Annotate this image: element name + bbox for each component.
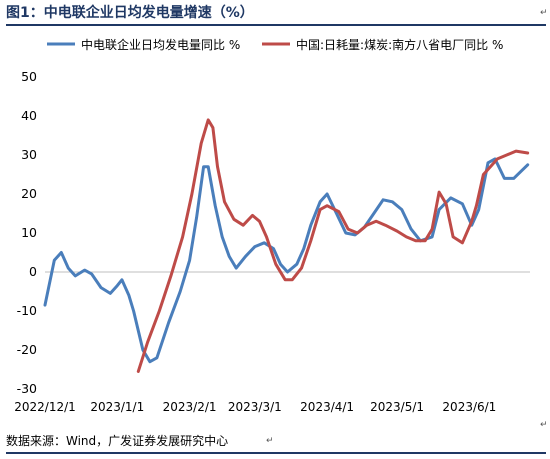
x-tick-label: 2023/5/1 [370, 400, 424, 414]
x-tick-label: 2023/2/1 [163, 400, 217, 414]
legend-label: 中国:日耗量:煤炭:南方八省电厂同比 % [296, 37, 503, 52]
paragraph-mark: ↵ [266, 436, 274, 446]
series-line-power-generation [43, 157, 530, 364]
legend-label: 中电联企业日均发电量同比 % [81, 37, 240, 52]
footer-divider [6, 452, 546, 454]
y-tick-label: -20 [17, 342, 37, 357]
chart-title: 图1：中电联企业日均发电量增速（%） [6, 5, 254, 21]
y-tick-label: -10 [17, 303, 37, 318]
x-tick-label: 2023/3/1 [228, 400, 282, 414]
source-note: 数据来源：Wind，广发证券发展研究中心 [6, 434, 229, 448]
paragraph-mark: ↵ [540, 420, 548, 430]
x-tick-label: 2023/1/1 [90, 400, 144, 414]
y-tick-label: -30 [17, 381, 37, 396]
paragraph-mark: ↵ [540, 8, 548, 18]
line-chart: -30 -20 -10 0 10 20 30 40 50 2022/12/1 2023/1/1 202… [14, 37, 530, 414]
y-tick-label: 20 [21, 186, 37, 201]
x-tick-label: 2023/4/1 [300, 400, 354, 414]
x-tick-label: 2022/12/1 [14, 400, 76, 414]
series-line-coal-consumption [136, 118, 530, 373]
y-tick-label: 10 [21, 225, 37, 240]
y-tick-label: 50 [21, 69, 37, 84]
header: 图1：中电联企业日均发电量增速（%） [6, 2, 544, 24]
y-tick-label: 40 [21, 108, 37, 123]
header-divider [6, 24, 546, 26]
y-tick-label: 0 [29, 264, 37, 279]
y-tick-label: 30 [21, 147, 37, 162]
x-tick-label: 2023/6/1 [442, 400, 496, 414]
